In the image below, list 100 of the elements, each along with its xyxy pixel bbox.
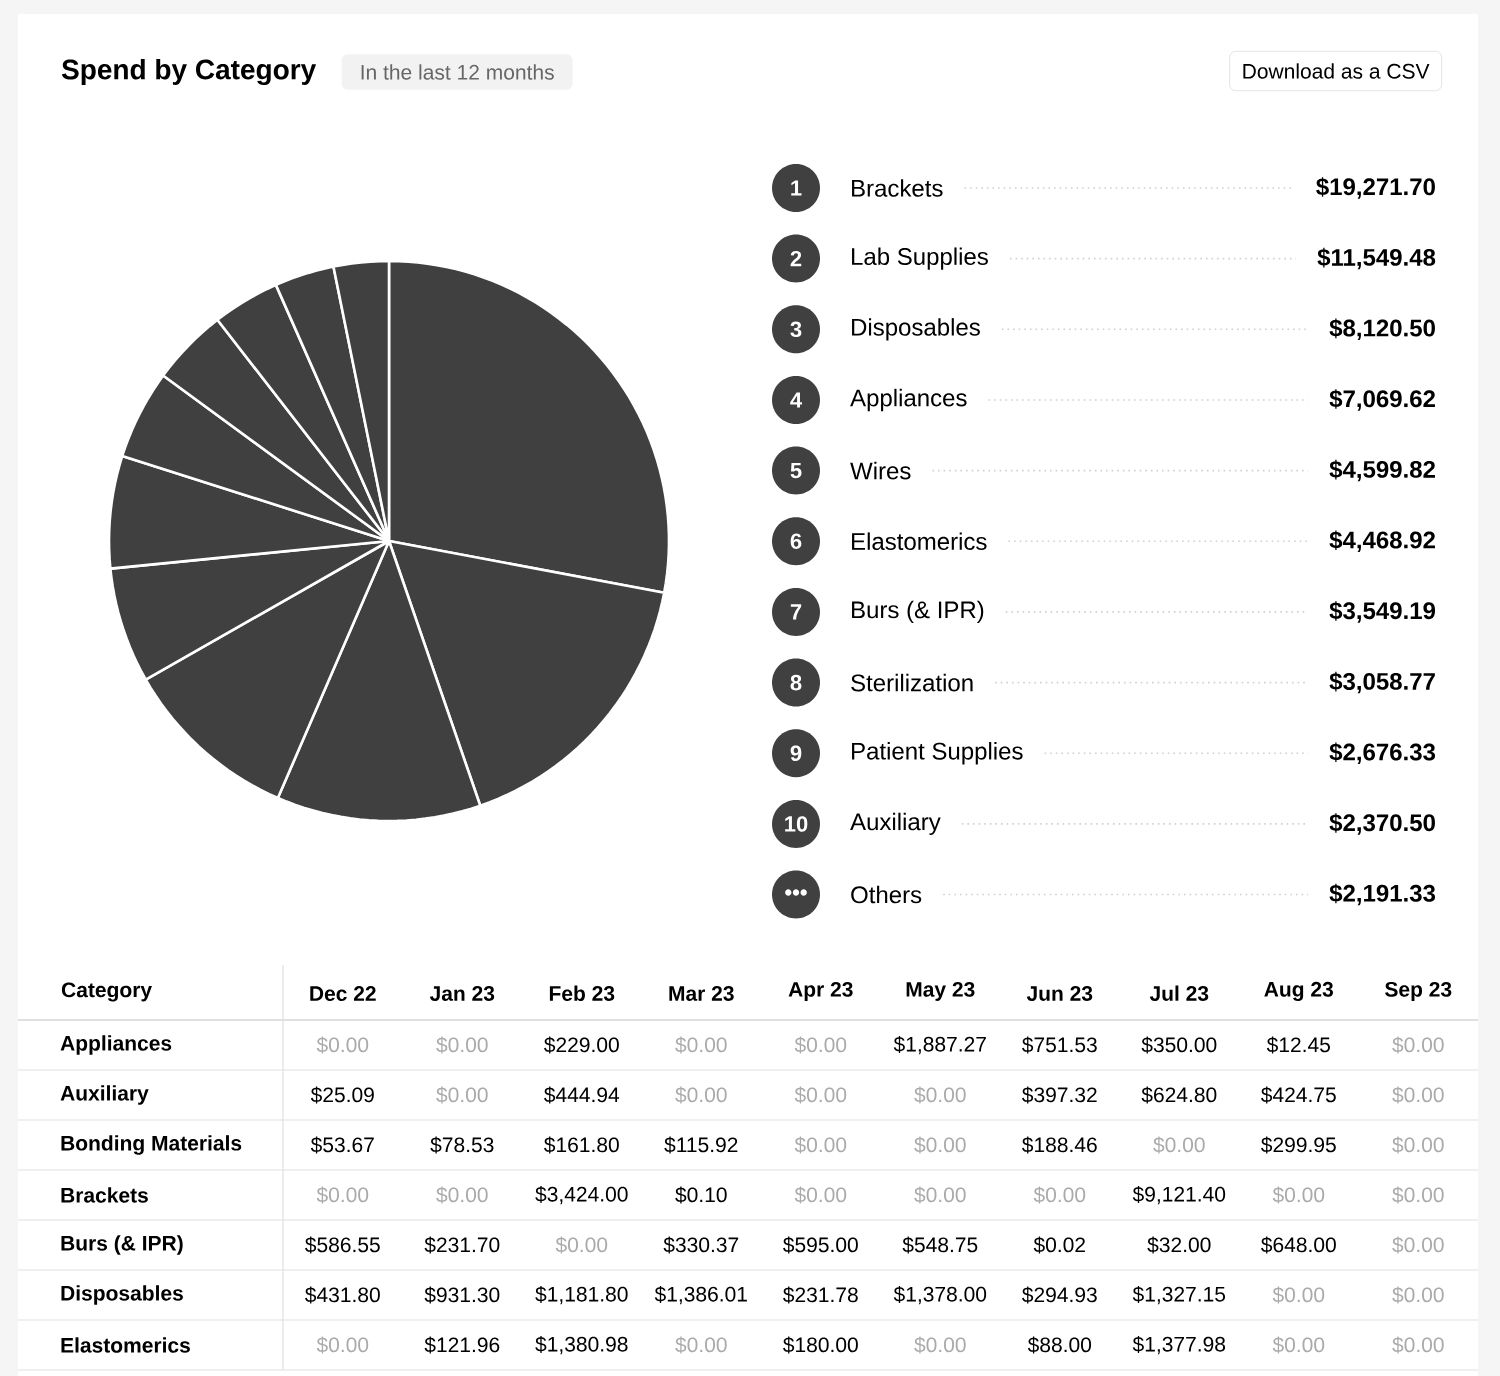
data-label: $0.00 bbox=[1153, 1136, 1205, 1154]
data-label: $0.00 bbox=[914, 1136, 966, 1154]
y-tick-label: Brackets bbox=[61, 1187, 148, 1203]
data-label: $3,058.77 bbox=[1329, 671, 1435, 694]
data-label: $4,599.82 bbox=[1329, 459, 1435, 482]
y-tick-label: Elastomerics bbox=[61, 1337, 190, 1353]
y-tick-label: Burs (& IPR) bbox=[61, 1235, 183, 1255]
data-label: $180.00 bbox=[783, 1336, 858, 1354]
y-tick-label: Disposables bbox=[61, 1285, 183, 1305]
data-label: $444.94 bbox=[544, 1086, 620, 1104]
data-label: $0.00 bbox=[1392, 1036, 1444, 1054]
text: 10 bbox=[785, 816, 808, 832]
data-label: $0.00 bbox=[436, 1086, 488, 1104]
data-label: $78.53 bbox=[430, 1136, 494, 1154]
x-tick-label: Mar 23 bbox=[669, 986, 734, 1001]
data-label: $548.75 bbox=[902, 1236, 978, 1254]
data-label: $0.00 bbox=[316, 1036, 369, 1054]
data-label: $115.92 bbox=[664, 1136, 738, 1154]
data-label: $0.00 bbox=[794, 1086, 847, 1104]
data-label: $586.55 bbox=[305, 1236, 380, 1254]
data-label: $299.95 bbox=[1261, 1136, 1336, 1154]
y-tick-label: Auxiliary bbox=[60, 1085, 149, 1105]
legend-label: Others bbox=[851, 885, 922, 904]
text: 2 bbox=[790, 250, 802, 267]
data-label: $751.53 bbox=[1022, 1036, 1097, 1054]
x-tick-label: Jan 23 bbox=[429, 986, 495, 1001]
data-label: $424.75 bbox=[1261, 1086, 1336, 1104]
legend-label: Auxiliary bbox=[850, 812, 941, 836]
data-label: $0.00 bbox=[914, 1186, 966, 1204]
x-tick-label: Jul 23 bbox=[1149, 985, 1209, 1001]
y-axis-title: Category bbox=[61, 982, 152, 1002]
data-label: $648.00 bbox=[1261, 1236, 1336, 1254]
data-label: $0.00 bbox=[794, 1136, 847, 1154]
data-label: $1,377.98 bbox=[1132, 1335, 1226, 1355]
data-label: $0.00 bbox=[1392, 1136, 1444, 1154]
data-label: $53.67 bbox=[310, 1136, 374, 1154]
data-label: $2,191.33 bbox=[1329, 883, 1436, 906]
data-label: $0.00 bbox=[675, 1336, 727, 1354]
data-label: $0.00 bbox=[1392, 1236, 1444, 1254]
data-label: $1,380.98 bbox=[535, 1335, 628, 1355]
text: Download as a CSV bbox=[1243, 63, 1430, 79]
text: 6 bbox=[790, 533, 802, 549]
data-label: $0.00 bbox=[914, 1086, 966, 1104]
x-tick-label: Dec 22 bbox=[310, 986, 376, 1001]
data-label: $0.00 bbox=[1392, 1286, 1444, 1304]
text: 7 bbox=[790, 604, 802, 620]
data-label: $0.00 bbox=[1272, 1186, 1325, 1204]
data-label: $624.80 bbox=[1141, 1086, 1217, 1104]
x-tick-label: Jun 23 bbox=[1026, 986, 1093, 1001]
data-label: $1,887.27 bbox=[893, 1035, 986, 1055]
data-label: $0.10 bbox=[675, 1186, 727, 1204]
data-label: $0.00 bbox=[436, 1036, 488, 1054]
x-tick-label: May 23 bbox=[906, 981, 975, 1001]
data-label: $0.00 bbox=[1392, 1086, 1444, 1104]
data-label: $188.46 bbox=[1022, 1136, 1097, 1154]
x-tick-label: Sep 23 bbox=[1385, 981, 1452, 1001]
data-label: $0.00 bbox=[794, 1186, 847, 1204]
data-label: $229.00 bbox=[544, 1036, 619, 1054]
data-label: $0.00 bbox=[794, 1036, 847, 1054]
data-label: $0.00 bbox=[1272, 1336, 1325, 1354]
data-label: $9,121.40 bbox=[1132, 1185, 1226, 1205]
text: 5 bbox=[790, 462, 802, 479]
data-label: $330.37 bbox=[663, 1236, 739, 1254]
x-tick-label: Apr 23 bbox=[788, 981, 853, 1001]
y-tick-label: Bonding Materials bbox=[61, 1135, 242, 1155]
data-label: $25.09 bbox=[310, 1086, 374, 1104]
chart-title: Spend by Category bbox=[61, 58, 317, 86]
legend-label: Burs (& IPR) bbox=[852, 600, 984, 624]
legend-label: Elastomerics bbox=[852, 532, 987, 550]
legend-label: Brackets bbox=[852, 179, 943, 197]
data-label: $1,386.01 bbox=[654, 1285, 747, 1305]
text: 3 bbox=[790, 321, 802, 338]
data-label: $0.02 bbox=[1033, 1236, 1085, 1254]
data-label: $121.96 bbox=[424, 1336, 500, 1354]
data-label: $350.00 bbox=[1141, 1036, 1217, 1054]
data-label: $0.00 bbox=[675, 1086, 727, 1104]
data-label: $0.00 bbox=[436, 1186, 488, 1204]
data-label: $0.00 bbox=[675, 1036, 727, 1054]
data-label: $4,468.92 bbox=[1329, 530, 1435, 552]
x-tick-label: Feb 23 bbox=[549, 985, 615, 1001]
data-label: $0.00 bbox=[316, 1336, 369, 1354]
data-label: $0.00 bbox=[1272, 1286, 1325, 1304]
text: ••• bbox=[785, 889, 807, 896]
data-label: $88.00 bbox=[1027, 1336, 1092, 1354]
legend-label: Lab Supplies bbox=[852, 247, 988, 270]
legend-label: Wires bbox=[850, 461, 911, 480]
data-label: $2,676.33 bbox=[1329, 742, 1436, 764]
data-label: $3,549.19 bbox=[1329, 601, 1436, 623]
data-label: $12.45 bbox=[1266, 1036, 1330, 1054]
text: 1 bbox=[791, 180, 802, 196]
legend-label: Appliances bbox=[850, 388, 967, 412]
legend-label: Sterilization bbox=[851, 673, 973, 692]
data-label: $32.00 bbox=[1147, 1236, 1211, 1254]
data-label: $1,327.15 bbox=[1132, 1285, 1226, 1305]
data-label: $0.00 bbox=[914, 1336, 966, 1354]
data-label: $1,181.80 bbox=[535, 1285, 628, 1305]
data-label: $0.00 bbox=[1392, 1186, 1444, 1204]
data-label: $3,424.00 bbox=[535, 1185, 628, 1205]
data-label: $294.93 bbox=[1022, 1286, 1097, 1304]
data-label: $1,378.00 bbox=[893, 1285, 987, 1305]
